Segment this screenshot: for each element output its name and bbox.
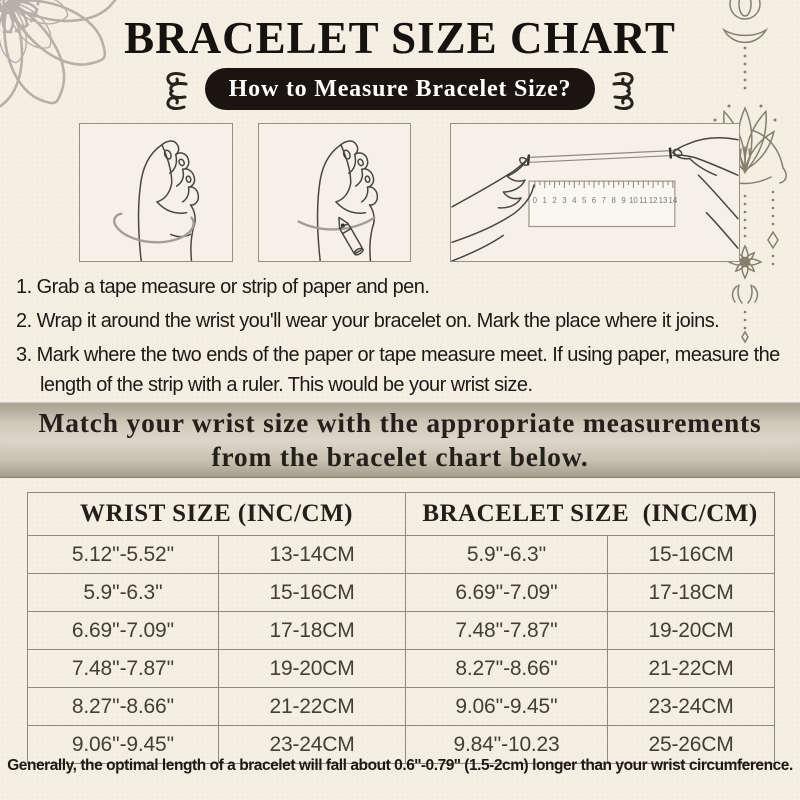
ruler-number: 5: [582, 196, 587, 205]
hands-ruler-illustration: 0 1 2 3 4 5 6 7 8 9 10 11 12 13 14: [451, 136, 739, 261]
wrist-inches: 8.27''-8.66'': [27, 687, 219, 726]
table-row: 7.48''-7.87'' 19-20CM 8.27''-8.66'' 21-2…: [27, 649, 776, 688]
ruler-number: 11: [639, 196, 647, 205]
step-1: 1. Grab a tape measure or strip of paper …: [16, 272, 786, 302]
wrist-cm: 13-14CM: [217, 535, 407, 574]
wrist-inches: 9.06''-9.45'': [27, 725, 219, 764]
tape-around-wrist: [113, 212, 195, 244]
bracelet-cm: 15-16CM: [607, 535, 776, 574]
table-row: 9.06''-9.45'' 23-24CM 9.84''-10.23 25-26…: [27, 725, 776, 764]
pen: [338, 216, 364, 256]
wrist-inches: 7.48''-7.87'': [27, 649, 219, 688]
banner-line-2: from the bracelet chart below.: [211, 441, 589, 472]
left-hand: [451, 155, 535, 261]
bracelet-cm: 21-22CM: [607, 649, 776, 688]
bracelet-inches: 7.48''-7.87'': [405, 611, 609, 650]
footnote: Generally, the optimal length of a brace…: [7, 757, 793, 774]
ruler-number: 12: [649, 196, 658, 205]
wrist-cm: 19-20CM: [217, 649, 407, 688]
subtitle-banner-row: How to Measure Bracelet Size?: [0, 66, 800, 112]
table-row: 8.27''-8.66'' 21-22CM 9.06''-9.45'' 23-2…: [27, 687, 776, 726]
banner-line-1: Match your wrist size with the appropria…: [38, 407, 762, 438]
ruler-number: 8: [612, 196, 617, 205]
illustration-box-wrap-tape: [79, 123, 233, 262]
step-text: Grab a tape measure or strip of paper an…: [36, 276, 430, 298]
bracelet-cm: 23-24CM: [607, 687, 776, 726]
table-row: 6.69''-7.09'' 17-18CM 7.48''-7.87'' 19-2…: [27, 611, 776, 650]
wrist-inches: 5.9''-6.3'': [27, 573, 219, 612]
bracelet-cm: 19-20CM: [607, 611, 776, 650]
ruler: 0 1 2 3 4 5 6 7 8 9 10 11 12 13 14: [528, 180, 678, 228]
curly-bracket-flourish-left-icon: [166, 72, 188, 110]
wrist-cm: 23-24CM: [217, 725, 407, 764]
wrist-cm: 17-18CM: [217, 611, 407, 650]
page-title: BRACELET SIZE CHART: [124, 13, 676, 63]
wrist-cm: 21-22CM: [217, 687, 407, 726]
wrist-inches: 5.12''-5.52'': [27, 535, 219, 574]
ruler-number: 14: [668, 196, 677, 205]
wrist-inches: 6.69''-7.09'': [27, 611, 219, 650]
step-number: 3.: [16, 344, 32, 366]
ruler-number: 7: [602, 196, 606, 205]
step-2: 2. Wrap it around the wrist you'll wear y…: [16, 306, 786, 336]
bracelet-inches: 9.84''-10.23: [405, 725, 609, 764]
table-header-row: WRIST SIZE (INC/CM) BRACELET SIZE (INC/C…: [26, 492, 776, 536]
ruler-number: 10: [629, 196, 638, 205]
ruler-number: 9: [621, 196, 625, 205]
hand-mark-pen-illustration: [297, 140, 379, 261]
match-instruction-banner: Match your wrist size with the appropria…: [0, 402, 800, 478]
step-number: 1.: [16, 276, 32, 298]
step-3: 3. Mark where the two ends of the paper o…: [16, 340, 786, 400]
wrist-cm: 15-16CM: [217, 573, 407, 612]
step-number: 2.: [16, 310, 32, 332]
right-hand: [672, 136, 739, 249]
bracelet-inches: 8.27''-8.66'': [405, 649, 609, 688]
illustration-box-mark-pen: [258, 123, 411, 262]
bracelet-cm: 17-18CM: [607, 573, 776, 612]
hand-wrap-tape-illustration: [113, 140, 200, 261]
ruler-number: 6: [592, 196, 597, 205]
table-row: 5.12''-5.52'' 13-14CM 5.9''-6.3'' 15-16C…: [27, 535, 776, 574]
bracelet-cm: 25-26CM: [607, 725, 776, 764]
wrist-size-header: WRIST SIZE (INC/CM): [26, 492, 407, 536]
ruler-number: 3: [562, 196, 567, 205]
ruler-number: 13: [659, 196, 668, 205]
ruler-number: 2: [552, 196, 556, 205]
paper-strip: [526, 147, 673, 166]
bracelet-inches: 6.69''-7.09'': [405, 573, 609, 612]
ruler-number: 4: [572, 196, 577, 205]
bracelet-inches: 5.9''-6.3'': [405, 535, 609, 574]
ruler-number: 1: [543, 196, 547, 205]
curly-bracket-flourish-right-icon: [612, 72, 634, 110]
illustration-box-ruler-measure: 0 1 2 3 4 5 6 7 8 9 10 11 12 13 14: [450, 123, 740, 262]
step-text: Mark where the two ends of the paper or …: [36, 344, 781, 396]
bracelet-inches: 9.06''-9.45'': [405, 687, 609, 726]
ruler-number: 0: [533, 196, 538, 205]
table-row: 5.9''-6.3'' 15-16CM 6.69''-7.09'' 17-18C…: [27, 573, 776, 612]
subtitle-pill: How to Measure Bracelet Size?: [204, 67, 596, 111]
size-conversion-table: WRIST SIZE (INC/CM) BRACELET SIZE (INC/C…: [26, 492, 776, 764]
step-text: Wrap it around the wrist you'll wear you…: [36, 310, 720, 332]
bracelet-size-header: BRACELET SIZE (INC/CM): [405, 492, 776, 536]
